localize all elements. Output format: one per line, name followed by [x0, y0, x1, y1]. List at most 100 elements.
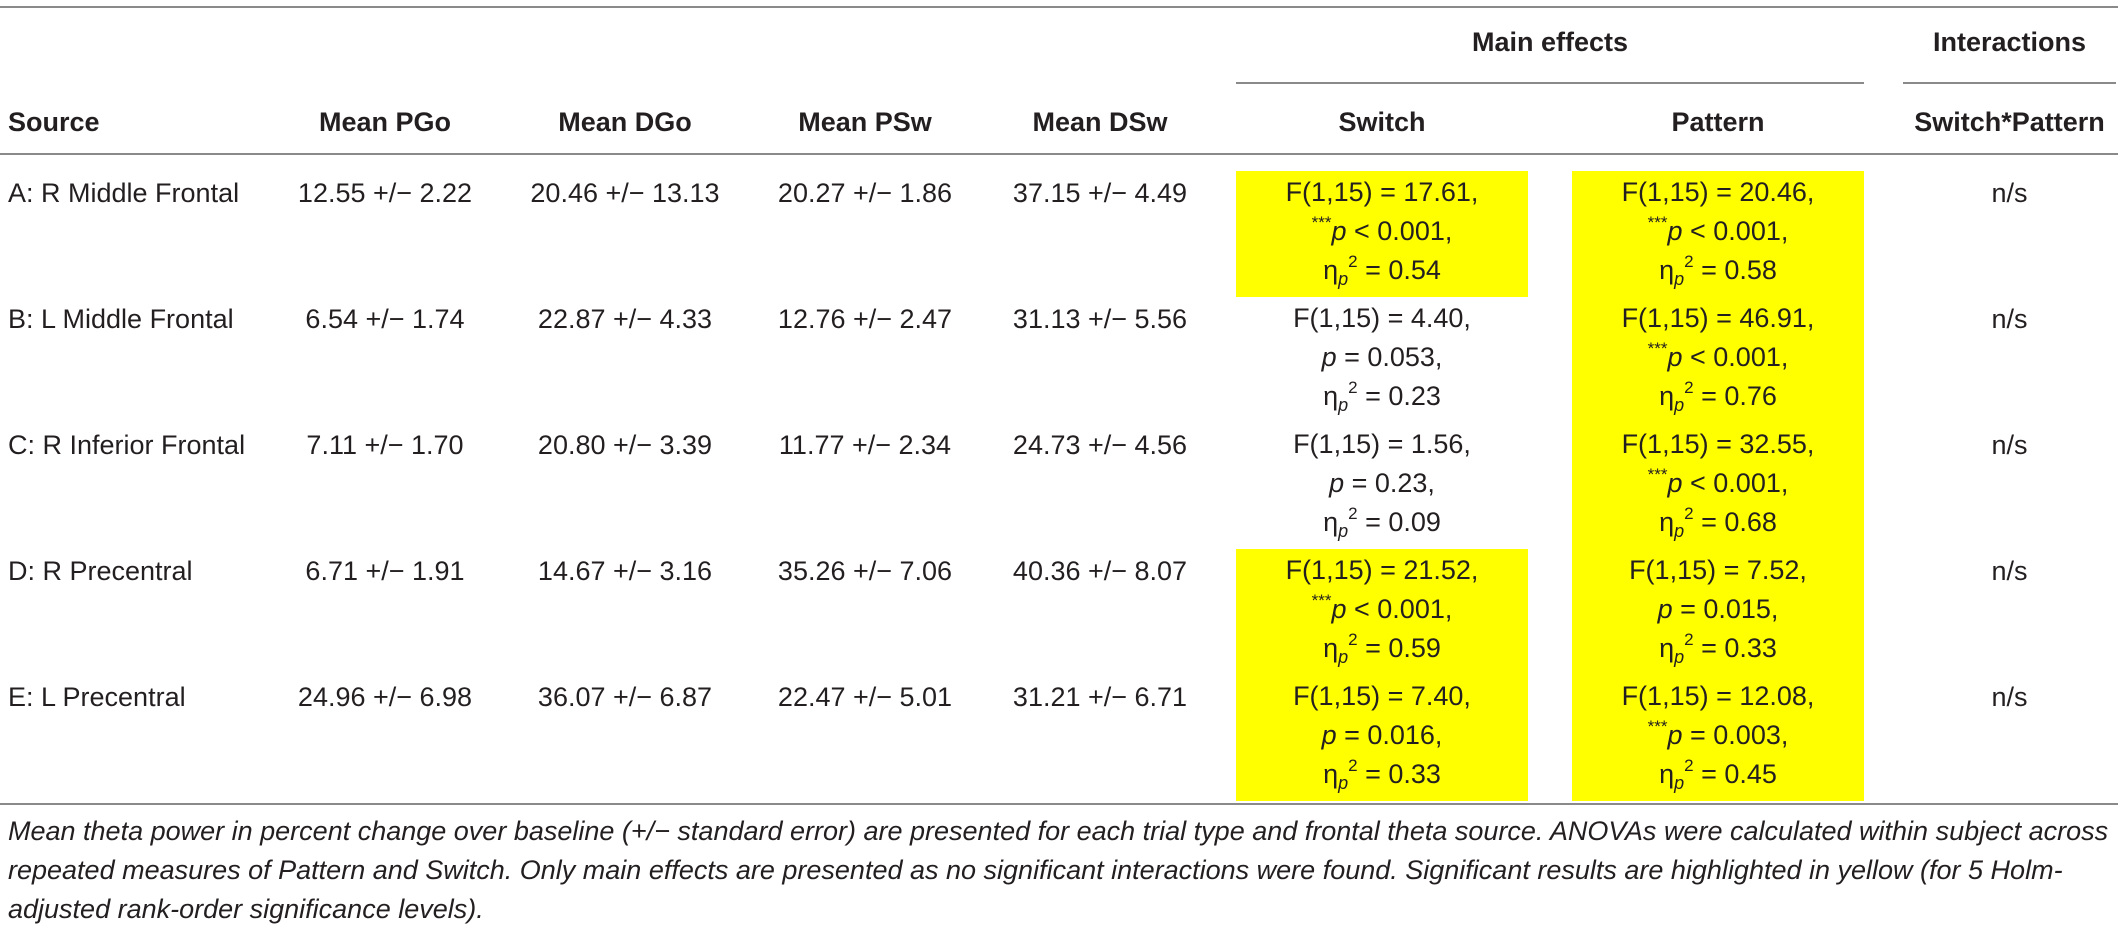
p-value: p = 0.053,	[1236, 338, 1528, 377]
eta-value: = 0.59	[1358, 633, 1441, 663]
p-symbol: p	[1667, 216, 1682, 246]
cell-source: E: L Precentral	[8, 677, 268, 717]
eta-superscript: 2	[1684, 756, 1693, 775]
effect-size: ηp2 = 0.09	[1236, 503, 1528, 542]
p-value-text: = 0.016,	[1337, 720, 1443, 750]
p-value: ***p < 0.001,	[1572, 464, 1864, 503]
eta-symbol: η	[1323, 381, 1338, 411]
group-header-main-effects: Main effects	[1236, 22, 1864, 62]
f-statistic: F(1,15) = 46.91,	[1572, 299, 1864, 338]
eta-symbol: η	[1323, 759, 1338, 789]
cell-mean-dsw: 40.36 +/− 8.07	[985, 551, 1215, 591]
column-header-source: Source	[8, 102, 258, 142]
eta-subscript: p	[1338, 521, 1348, 541]
significance-stars: ***	[1648, 465, 1668, 484]
eta-subscript: p	[1338, 269, 1348, 289]
eta-subscript: p	[1674, 521, 1684, 541]
eta-superscript: 2	[1684, 252, 1693, 271]
eta-symbol: η	[1323, 633, 1338, 663]
effect-size: ηp2 = 0.68	[1572, 503, 1864, 542]
p-symbol: p	[1331, 594, 1346, 624]
eta-subscript: p	[1338, 773, 1348, 793]
column-header-mean-psw: Mean PSw	[750, 102, 980, 142]
eta-superscript: 2	[1348, 630, 1357, 649]
eta-value: = 0.23	[1358, 381, 1441, 411]
eta-superscript: 2	[1348, 504, 1357, 523]
p-symbol: p	[1667, 342, 1682, 372]
eta-superscript: 2	[1684, 378, 1693, 397]
eta-subscript: p	[1674, 647, 1684, 667]
column-header-switch-pattern: Switch*Pattern	[1903, 102, 2116, 142]
f-statistic: F(1,15) = 7.40,	[1236, 677, 1528, 716]
effect-size: ηp2 = 0.23	[1236, 377, 1528, 416]
cell-mean-pgo: 12.55 +/− 2.22	[270, 173, 500, 213]
f-statistic: F(1,15) = 12.08,	[1572, 677, 1864, 716]
effect-size: ηp2 = 0.33	[1236, 755, 1528, 794]
eta-superscript: 2	[1348, 378, 1357, 397]
f-statistic: F(1,15) = 4.40,	[1236, 299, 1528, 338]
significance-stars: ***	[1312, 591, 1332, 610]
eta-value: = 0.76	[1694, 381, 1777, 411]
significance-stars: ***	[1312, 213, 1332, 232]
eta-value: = 0.54	[1358, 255, 1441, 285]
eta-symbol: η	[1659, 507, 1674, 537]
eta-symbol: η	[1659, 381, 1674, 411]
eta-subscript: p	[1674, 773, 1684, 793]
eta-superscript: 2	[1684, 504, 1693, 523]
cell-interaction: n/s	[1903, 551, 2116, 591]
p-value: ***p < 0.001,	[1236, 212, 1528, 251]
cell-source: B: L Middle Frontal	[8, 299, 268, 339]
cell-mean-psw: 20.27 +/− 1.86	[750, 173, 980, 213]
p-value-text: < 0.001,	[1347, 216, 1453, 246]
cell-mean-dgo: 20.46 +/− 13.13	[505, 173, 745, 213]
eta-value: = 0.58	[1694, 255, 1777, 285]
cell-mean-dsw: 31.13 +/− 5.56	[985, 299, 1215, 339]
effect-size: ηp2 = 0.58	[1572, 251, 1864, 290]
p-symbol: p	[1667, 720, 1682, 750]
eta-value: = 0.45	[1694, 759, 1777, 789]
cell-source: C: R Inferior Frontal	[8, 425, 268, 465]
cell-switch-stats: F(1,15) = 17.61, ***p < 0.001, ηp2 = 0.54	[1236, 171, 1528, 297]
p-symbol: p	[1667, 468, 1682, 498]
f-statistic: F(1,15) = 7.52,	[1572, 551, 1864, 590]
cell-pattern-stats: F(1,15) = 46.91, ***p < 0.001, ηp2 = 0.76	[1572, 297, 1864, 423]
column-header-switch: Switch	[1236, 102, 1528, 142]
f-statistic: F(1,15) = 21.52,	[1236, 551, 1528, 590]
p-symbol: p	[1658, 594, 1673, 624]
cell-mean-dsw: 31.21 +/− 6.71	[985, 677, 1215, 717]
p-value-text: = 0.053,	[1337, 342, 1443, 372]
cell-mean-dgo: 36.07 +/− 6.87	[505, 677, 745, 717]
eta-value: = 0.09	[1358, 507, 1441, 537]
interactions-underline	[1903, 82, 2116, 84]
cell-mean-pgo: 24.96 +/− 6.98	[270, 677, 500, 717]
p-value: p = 0.016,	[1236, 716, 1528, 755]
column-header-mean-pgo: Mean PGo	[270, 102, 500, 142]
effect-size: ηp2 = 0.45	[1572, 755, 1864, 794]
eta-value: = 0.68	[1694, 507, 1777, 537]
cell-mean-dsw: 37.15 +/− 4.49	[985, 173, 1215, 213]
f-statistic: F(1,15) = 1.56,	[1236, 425, 1528, 464]
group-header-interactions: Interactions	[1903, 22, 2116, 62]
eta-symbol: η	[1659, 255, 1674, 285]
significance-stars: ***	[1648, 213, 1668, 232]
cell-mean-dgo: 14.67 +/− 3.16	[505, 551, 745, 591]
eta-superscript: 2	[1684, 630, 1693, 649]
column-header-mean-dsw: Mean DSw	[985, 102, 1215, 142]
p-symbol: p	[1322, 342, 1337, 372]
p-value: p = 0.015,	[1572, 590, 1864, 629]
cell-mean-psw: 11.77 +/− 2.34	[750, 425, 980, 465]
cell-mean-psw: 22.47 +/− 5.01	[750, 677, 980, 717]
eta-value: = 0.33	[1358, 759, 1441, 789]
p-value-text: = 0.23,	[1344, 468, 1435, 498]
cell-switch-stats: F(1,15) = 7.40, p = 0.016, ηp2 = 0.33	[1236, 675, 1528, 801]
cell-mean-pgo: 7.11 +/− 1.70	[270, 425, 500, 465]
cell-source: D: R Precentral	[8, 551, 268, 591]
eta-value: = 0.33	[1694, 633, 1777, 663]
table-bottom-rule	[0, 803, 2118, 805]
eta-subscript: p	[1674, 269, 1684, 289]
eta-symbol: η	[1323, 255, 1338, 285]
eta-subscript: p	[1338, 647, 1348, 667]
effect-size: ηp2 = 0.54	[1236, 251, 1528, 290]
p-value: ***p < 0.001,	[1236, 590, 1528, 629]
eta-superscript: 2	[1348, 756, 1357, 775]
